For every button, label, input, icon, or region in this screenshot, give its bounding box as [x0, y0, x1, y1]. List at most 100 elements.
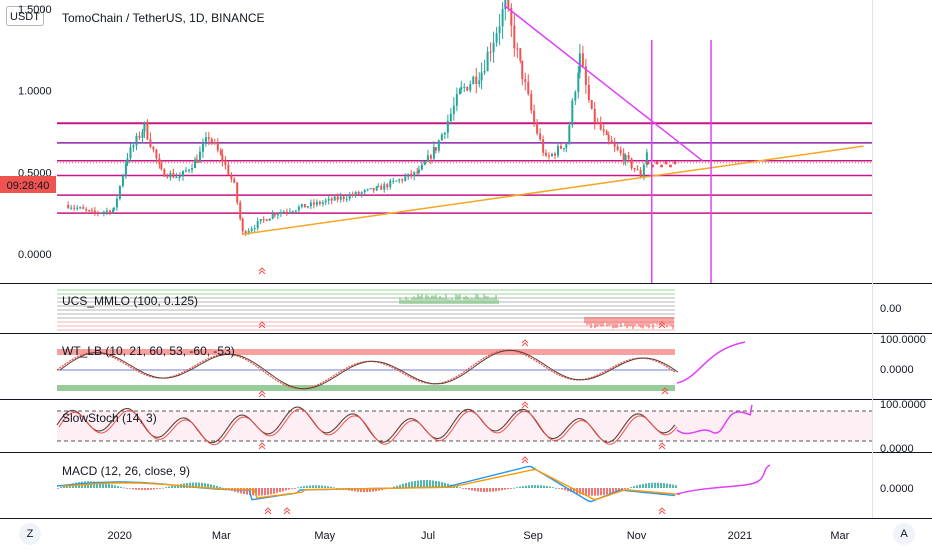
macd-histogram-bar: [516, 487, 518, 489]
signal-dot: [651, 164, 654, 168]
indicator-tick-label: 100.0000: [880, 399, 926, 411]
candle-body: [416, 171, 419, 173]
macd-histogram-bar: [561, 488, 563, 490]
macd-histogram-bar: [402, 483, 404, 488]
macd-histogram-bar: [162, 487, 164, 489]
candle-body: [407, 173, 410, 177]
candle-body: [429, 155, 432, 159]
macd-histogram-bar: [555, 487, 557, 489]
candle-body: [271, 213, 274, 219]
indicator-label: MACD (12, 26, close, 9): [62, 464, 190, 478]
candle-body: [510, 7, 513, 26]
candle-body: [553, 153, 556, 156]
signal-arrow: [258, 267, 266, 275]
candle-body: [574, 92, 577, 101]
candle-body: [210, 138, 213, 143]
macd-histogram-bar: [654, 482, 656, 488]
macd-histogram-bar: [618, 488, 620, 492]
macd-histogram-bar: [645, 483, 647, 488]
macd-histogram-bar: [255, 488, 257, 496]
macd-histogram-bar: [405, 482, 407, 488]
candle-body: [610, 140, 613, 144]
candle-body: [219, 150, 222, 155]
time-tick-label: Sep: [523, 530, 543, 542]
candle-body: [452, 105, 455, 114]
scale-right-button[interactable]: A: [893, 523, 915, 545]
candle-body: [627, 155, 630, 159]
candle-body: [250, 228, 253, 231]
candle-body: [486, 51, 489, 72]
candle-body: [375, 186, 378, 191]
candle-body: [262, 219, 265, 221]
macd-histogram-bar: [480, 488, 482, 492]
candle-body: [599, 122, 602, 130]
stoch-d-line: [58, 408, 678, 446]
candle-body: [336, 196, 339, 200]
signal-arrow: [264, 507, 272, 515]
macd-histogram-bar: [120, 486, 122, 488]
macd-histogram-bar: [375, 488, 377, 492]
macd-histogram-bar: [423, 480, 425, 488]
candle-body: [82, 207, 85, 209]
macd-histogram-bar: [63, 485, 65, 488]
candle-body: [478, 80, 481, 85]
macd-histogram-bar: [126, 488, 128, 489]
currency-button[interactable]: USDT: [6, 6, 44, 26]
signal-dot: [664, 161, 668, 165]
candle-body: [363, 190, 366, 193]
candle-body: [504, 0, 507, 10]
macd-histogram-bar: [267, 488, 269, 495]
candle-body: [372, 187, 375, 191]
signal-arrow: [658, 507, 666, 515]
macd-histogram-bar: [663, 483, 665, 488]
macd-histogram-bar: [159, 488, 161, 489]
macd-histogram-bar: [114, 485, 116, 488]
candle-body: [539, 133, 542, 140]
candle-body: [318, 201, 321, 204]
candle-body: [568, 125, 571, 145]
macd-histogram-bar: [264, 488, 266, 496]
macd-histogram-bar: [303, 486, 305, 488]
macd-histogram-bar: [474, 488, 476, 492]
candle-body: [578, 53, 581, 73]
candle-body: [236, 182, 239, 203]
macd-histogram-bar: [417, 480, 419, 488]
macd-histogram-bar: [276, 488, 278, 493]
macd-histogram-bar: [594, 488, 596, 496]
macd-histogram-bar: [171, 485, 173, 488]
oversold-band: [57, 385, 675, 391]
candle-body: [108, 210, 111, 214]
candle-body: [233, 179, 236, 183]
candle-body: [596, 122, 599, 124]
macd-histogram-bar: [147, 488, 149, 490]
macd-histogram-bar: [117, 486, 119, 488]
macd-histogram-bar: [270, 488, 272, 495]
candle-body: [90, 210, 93, 212]
candle-body: [495, 33, 498, 43]
candle-body: [309, 202, 312, 207]
macd-histogram-bar: [273, 488, 275, 494]
macd-histogram-bar: [144, 488, 146, 491]
macd-histogram-bar: [612, 488, 614, 493]
macd-histogram-bar: [279, 488, 281, 493]
candle-body: [360, 192, 363, 194]
candle-body: [141, 131, 144, 138]
candle-body: [241, 218, 244, 232]
signal-dot: [669, 164, 672, 168]
candle-body: [521, 60, 524, 80]
macd-histogram-bar: [624, 488, 626, 490]
candle-body: [530, 93, 533, 111]
time-tick-label: 2021: [728, 530, 752, 542]
candle-body: [587, 84, 590, 101]
macd-histogram-bar: [468, 488, 470, 490]
candle-body: [265, 219, 268, 221]
macd-histogram-bar: [318, 485, 320, 488]
macd-histogram-bar: [327, 486, 329, 488]
macd-histogram-bar: [258, 488, 260, 496]
scale-left-button[interactable]: Z: [19, 523, 41, 545]
macd-histogram-bar: [672, 484, 674, 488]
macd-histogram-bar: [369, 488, 371, 492]
macd-histogram-bar: [642, 483, 644, 488]
